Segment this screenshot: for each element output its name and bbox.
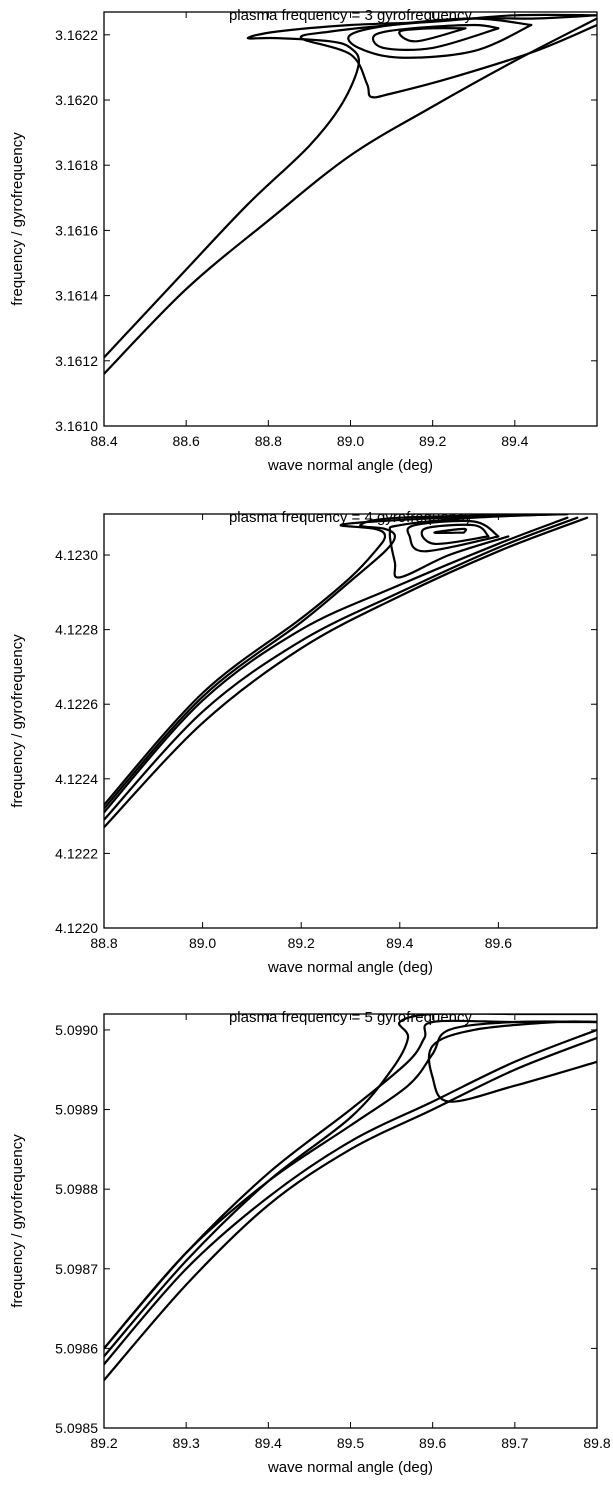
plot-frame — [103, 1013, 598, 1429]
plot-frame — [103, 513, 598, 929]
contour-series-8 — [420, 523, 490, 546]
x-tick-label: 88.4 — [90, 433, 117, 449]
y-axis-label: frequency / gyrofrequency — [9, 132, 26, 306]
contour-series-7 — [406, 519, 500, 553]
x-axis-label: wave normal angle (deg) — [267, 457, 433, 474]
y-tick-label: 3.1622 — [55, 27, 98, 43]
x-tick-label: 89.6 — [485, 935, 512, 951]
contour-series-1 — [104, 1036, 597, 1382]
contour-series-9 — [433, 527, 468, 535]
y-tick-label: 4.1220 — [55, 920, 98, 936]
y-tick-label: 5.0986 — [55, 1340, 98, 1356]
contour-series-5 — [104, 514, 569, 810]
contour-series-1 — [104, 516, 589, 829]
contour-lines — [104, 514, 589, 829]
x-tick-label: 89.4 — [386, 935, 413, 951]
contour-lines — [104, 13, 597, 375]
y-tick-label: 4.1224 — [55, 771, 98, 787]
x-axis-label: wave normal angle (deg) — [267, 959, 433, 976]
y-tick-label: 3.1620 — [55, 92, 98, 108]
x-tick-label: 89.2 — [419, 433, 446, 449]
x-tick-label: 89.4 — [255, 1435, 282, 1451]
x-tick-label: 89.4 — [501, 433, 528, 449]
plot-frame — [103, 11, 598, 427]
y-tick-label: 3.1614 — [55, 288, 98, 304]
y-tick-label: 4.1228 — [55, 622, 98, 638]
contour-series-6 — [427, 1020, 597, 1103]
x-tick-label: 89.2 — [288, 935, 315, 951]
y-tick-label: 4.1222 — [55, 845, 98, 861]
y-tick-label: 3.1610 — [55, 418, 98, 434]
y-tick-label: 3.1616 — [55, 222, 98, 238]
contour-series-5 — [372, 23, 500, 51]
x-axis-label: wave normal angle (deg) — [267, 1459, 433, 1476]
x-tick-label: 89.5 — [337, 1435, 364, 1451]
x-tick-label: 88.6 — [173, 433, 200, 449]
y-tick-label: 5.0990 — [55, 1022, 98, 1038]
y-tick-label: 5.0989 — [55, 1102, 98, 1118]
contour-series-2 — [104, 13, 597, 359]
contour-series-4 — [104, 1019, 597, 1350]
chart-title: plasma frequency = 4 gyrofrequency — [229, 509, 473, 526]
x-tick-label: 89.3 — [173, 1435, 200, 1451]
contour-series-1 — [104, 17, 597, 375]
x-tick-label: 88.8 — [255, 433, 282, 449]
y-tick-label: 3.1612 — [55, 353, 98, 369]
contour-series-2 — [104, 516, 579, 821]
x-tick-label: 89.0 — [337, 433, 364, 449]
y-axis-label: frequency / gyrofrequency — [9, 634, 26, 808]
contour-series-3 — [104, 1014, 597, 1358]
y-axis-label: frequency / gyrofrequency — [9, 1134, 26, 1308]
x-tick-label: 89.2 — [90, 1435, 117, 1451]
x-tick-label: 89.0 — [189, 935, 216, 951]
contour-series-4 — [347, 17, 533, 59]
contour-series-6 — [388, 514, 569, 579]
y-tick-label: 4.1230 — [55, 547, 98, 563]
contour-series-5 — [104, 1020, 597, 1350]
x-tick-label: 89.6 — [419, 1435, 446, 1451]
x-tick-label: 89.7 — [501, 1435, 528, 1451]
x-tick-label: 89.8 — [583, 1435, 610, 1451]
contour-series-6 — [398, 26, 467, 43]
contour-lines — [104, 1014, 597, 1382]
y-tick-label: 5.0985 — [55, 1420, 98, 1436]
y-tick-label: 5.0988 — [55, 1181, 98, 1197]
contour-series-4 — [104, 514, 569, 806]
y-tick-label: 5.0987 — [55, 1261, 98, 1277]
y-tick-label: 4.1226 — [55, 696, 98, 712]
chart-panel-2: plasma frequency = 4 gyrofrequency 88.8 89… — [9, 509, 598, 976]
contour-series-2 — [104, 1028, 597, 1366]
y-tick-label: 3.1618 — [55, 157, 98, 173]
x-tick-label: 88.8 — [90, 935, 117, 951]
contour-series-3 — [104, 516, 569, 814]
